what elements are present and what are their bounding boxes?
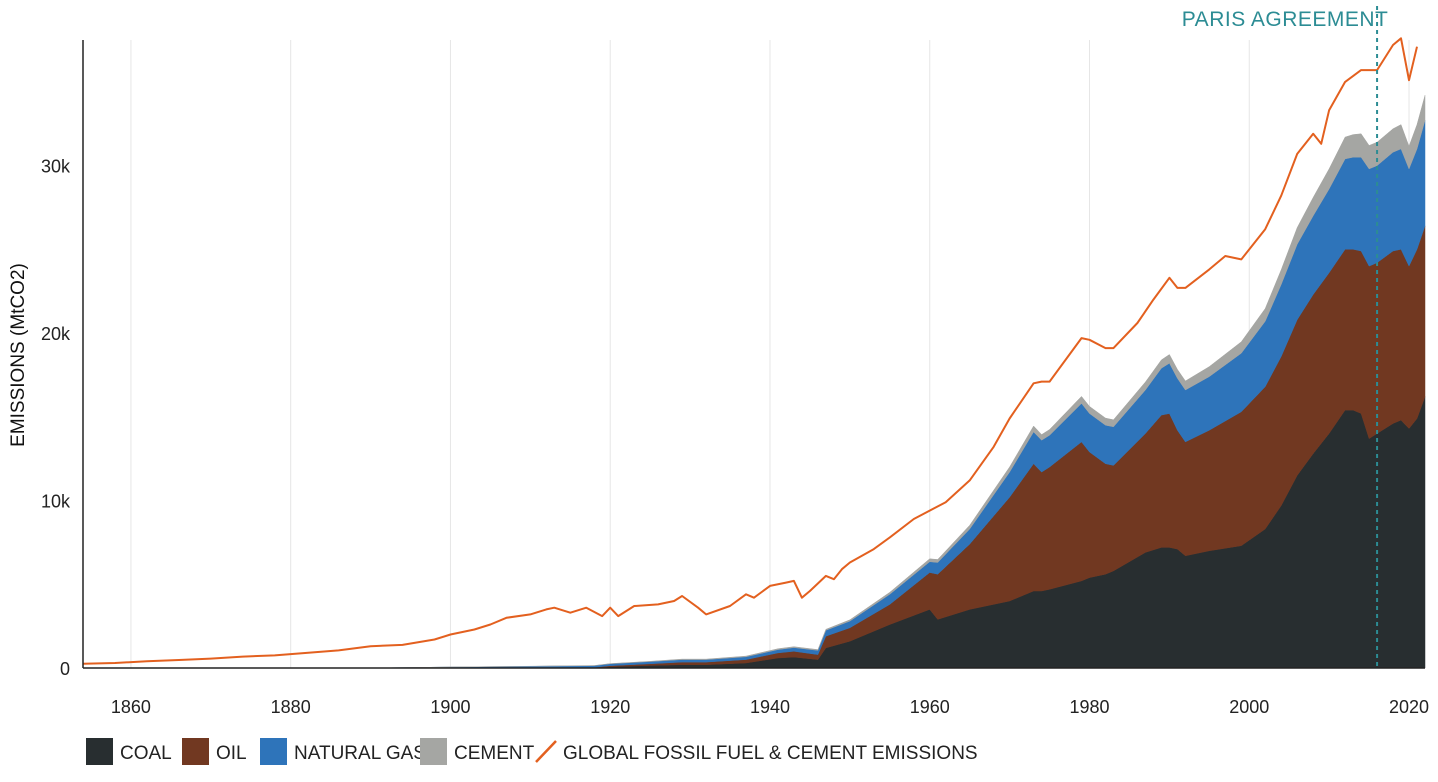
x-tick-label-1880: 1880 (271, 697, 311, 717)
total-emissions-line-group (82, 37, 1418, 665)
x-tick-label-2020: 2020 (1389, 697, 1429, 717)
legend-label-oil: OIL (216, 743, 247, 764)
x-tick-label-1860: 1860 (111, 697, 151, 717)
legend-item-total: GLOBAL FOSSIL FUEL & CEMENT EMISSIONS (535, 740, 978, 764)
x-tick-label-1940: 1940 (750, 697, 790, 717)
axes (82, 40, 1425, 669)
legend-swatch-coal (86, 738, 113, 765)
x-tick-label-2000: 2000 (1229, 697, 1269, 717)
area-cement (83, 95, 1426, 669)
legend-item-natural-gas: NATURAL GAS (260, 738, 426, 765)
y-tick-labels: 0 10k 20k 30k (41, 157, 71, 679)
y-axis-label: EMISSIONS (MtCO2) (8, 263, 29, 447)
x-tick-labels: 1860 1880 1900 1920 1940 1960 1980 2000 2020 (111, 697, 1429, 717)
paris-agreement-label: PARIS AGREEMENT (1182, 8, 1389, 31)
x-tick-label-1980: 1980 (1069, 697, 1109, 717)
legend-item-oil: OIL (182, 738, 247, 765)
legend-item-coal: COAL (86, 738, 172, 765)
y-tick-label-20k: 20k (41, 324, 71, 344)
legend-label-total: GLOBAL FOSSIL FUEL & CEMENT EMISSIONS (563, 743, 978, 764)
x-tick-label-1900: 1900 (430, 697, 470, 717)
paris-agreement-annotation: PARIS AGREEMENT (1182, 6, 1389, 668)
legend-swatch-cement (420, 738, 447, 765)
x-tick-label-1960: 1960 (910, 697, 950, 717)
y-tick-label-0: 0 (60, 659, 70, 679)
legend: COAL OIL NATURAL GAS CEMENT GLOBAL FOSSI… (86, 738, 978, 765)
legend-label-coal: COAL (120, 743, 172, 764)
legend-label-cement: CEMENT (454, 743, 535, 764)
x-tick-label-1920: 1920 (590, 697, 630, 717)
total-emissions-line (82, 37, 1418, 665)
legend-item-cement: CEMENT (420, 738, 535, 765)
legend-swatch-oil (182, 738, 209, 765)
stacked-areas (83, 95, 1426, 669)
legend-label-natural-gas: NATURAL GAS (294, 743, 426, 764)
y-tick-label-30k: 30k (41, 157, 71, 177)
legend-swatch-total (535, 740, 557, 763)
legend-swatch-natural-gas (260, 738, 287, 765)
y-tick-label-10k: 10k (41, 492, 71, 512)
